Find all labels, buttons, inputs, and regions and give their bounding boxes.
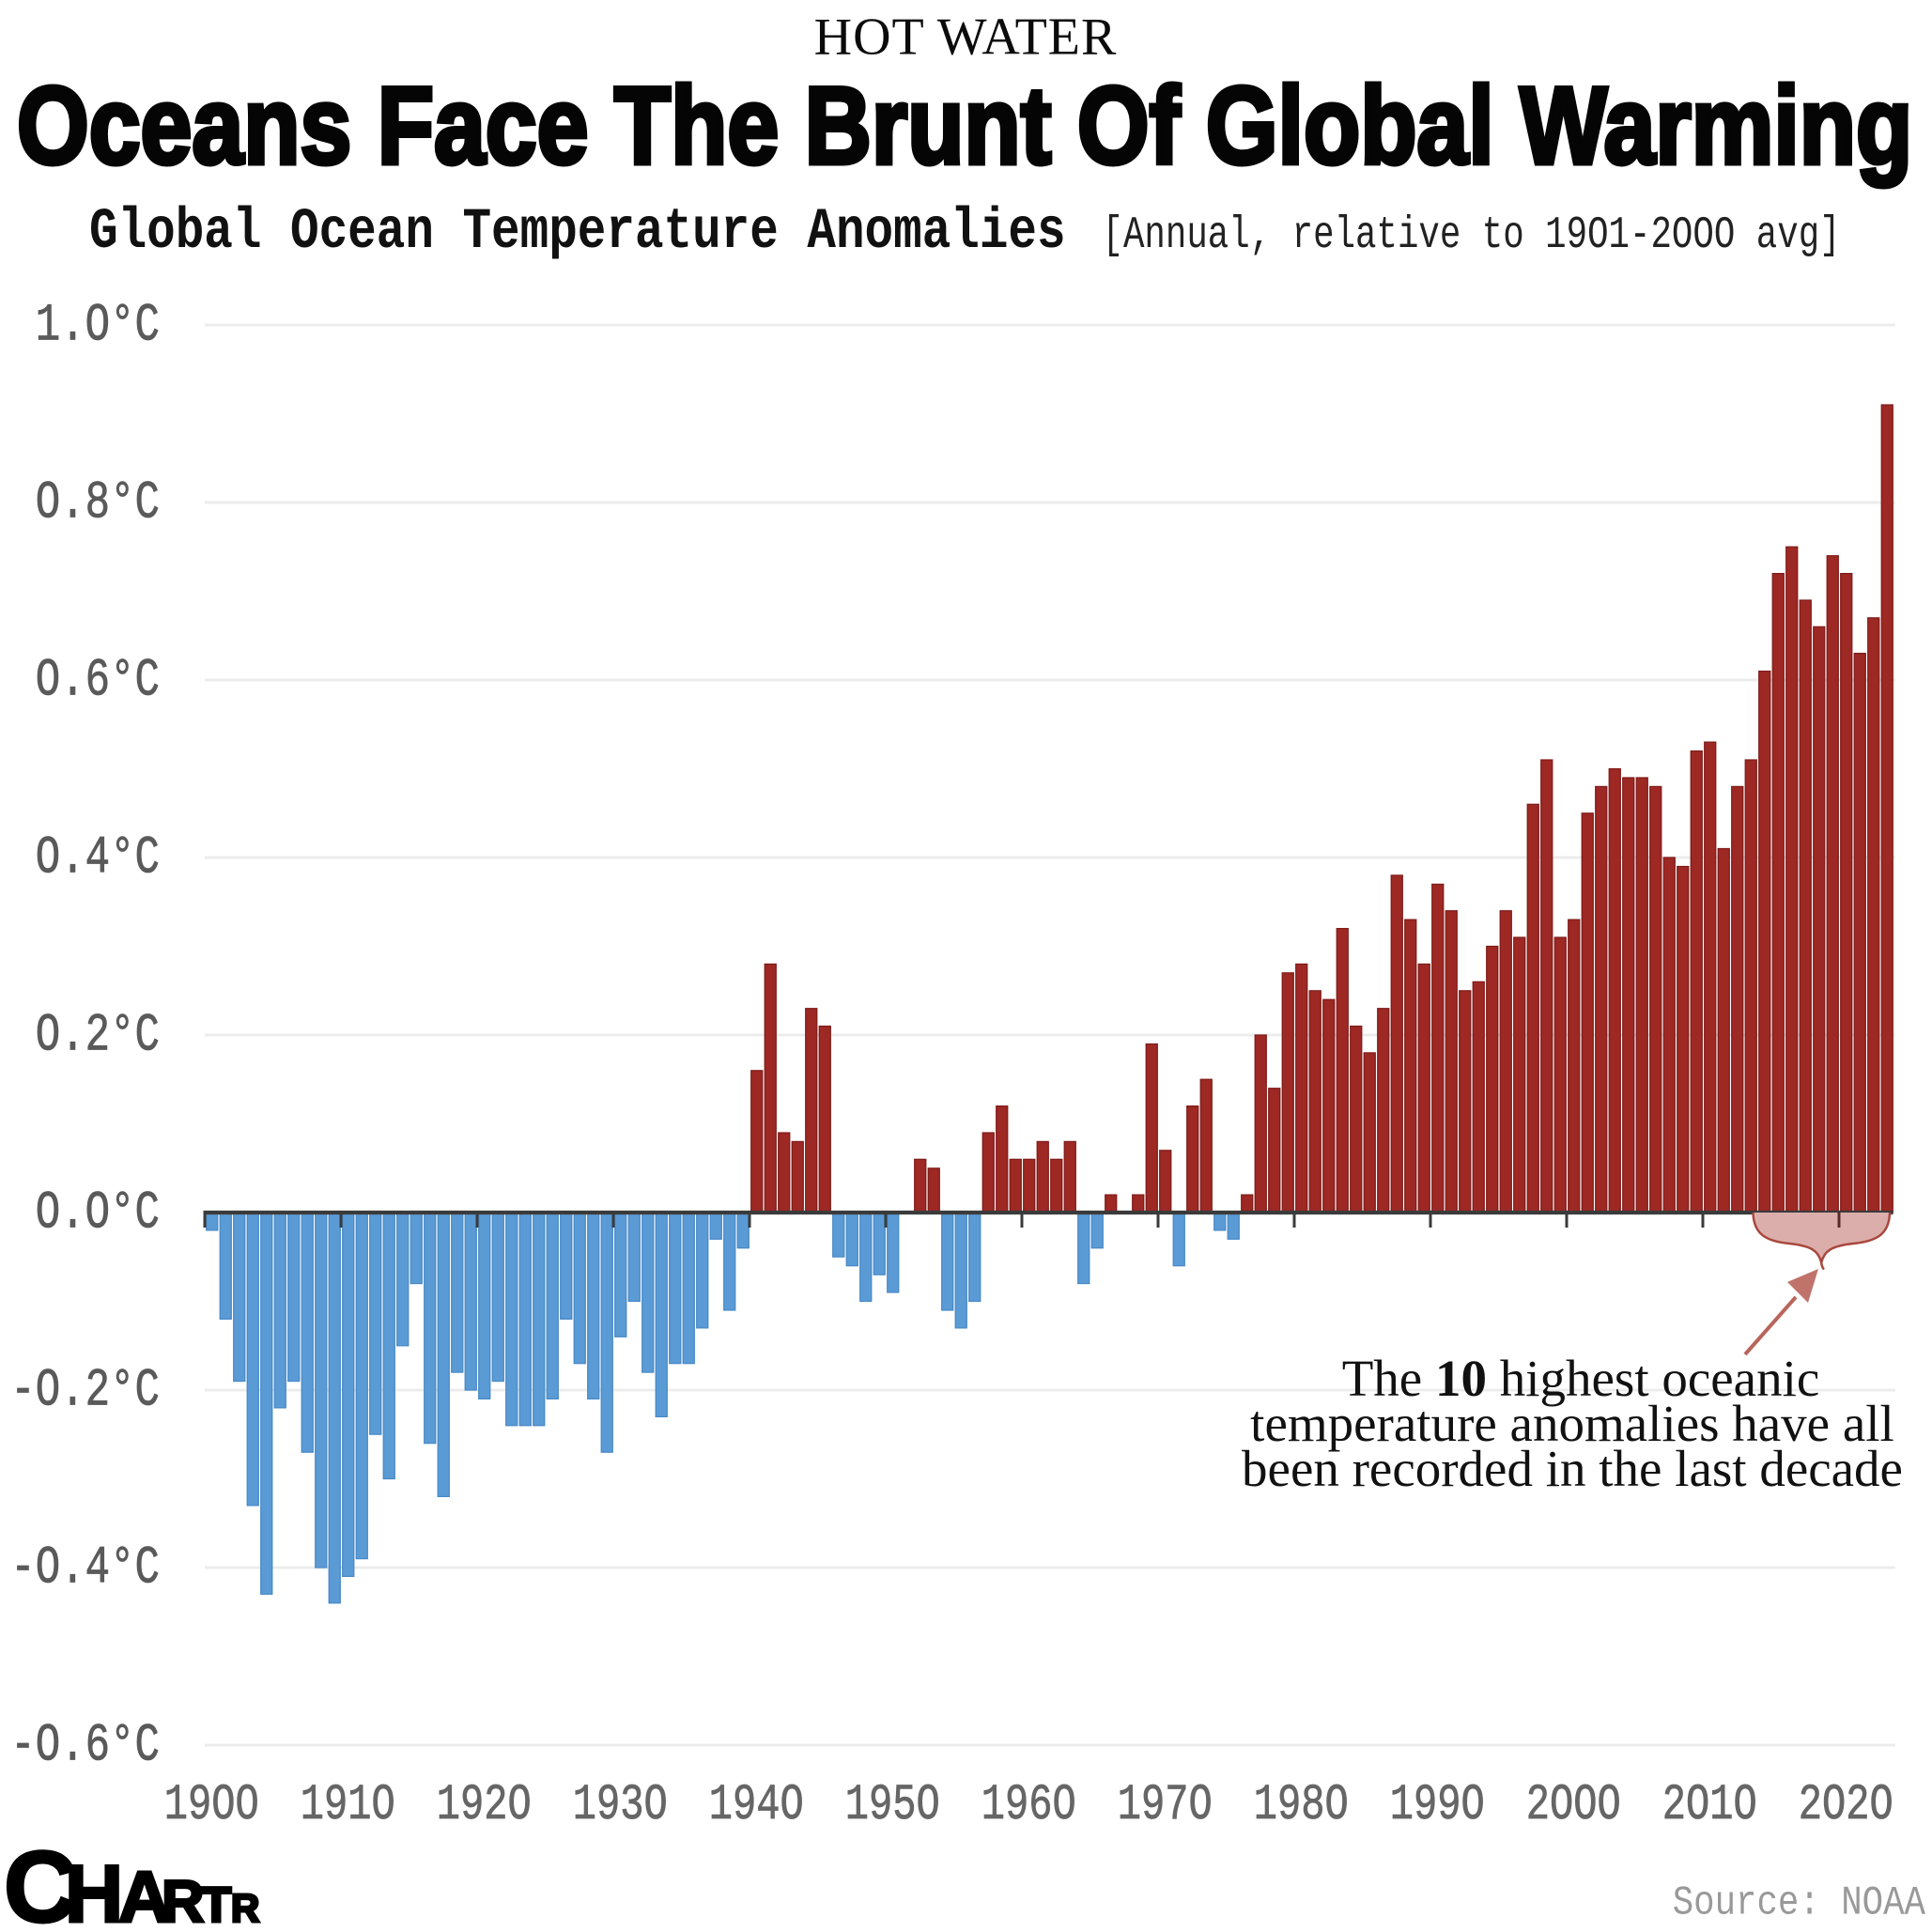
svg-text:-O.4°C: -O.4°C bbox=[10, 1539, 160, 1600]
svg-text:O.2°C: O.2°C bbox=[36, 1007, 160, 1067]
svg-text:191O: 191O bbox=[301, 1776, 395, 1833]
svg-text:-O.6°C: -O.6°C bbox=[10, 1717, 160, 1777]
svg-text:-O.2°C: -O.2°C bbox=[10, 1362, 160, 1422]
svg-text:temperature anomalies have all: temperature anomalies have all bbox=[1250, 1395, 1894, 1452]
svg-text:R: R bbox=[231, 1886, 259, 1930]
svg-text:[Annual, relative to 19O1-2OOO: [Annual, relative to 19O1-2OOO avg] bbox=[1103, 209, 1841, 261]
svg-text:been recorded in the last deca: been recorded in the last decade bbox=[1242, 1440, 1903, 1497]
svg-text:O.4°C: O.4°C bbox=[36, 829, 160, 889]
svg-text:195O: 195O bbox=[845, 1776, 940, 1833]
svg-text:HOT WATER: HOT WATER bbox=[814, 8, 1118, 67]
svg-text:2O2O: 2O2O bbox=[1799, 1776, 1893, 1833]
svg-text:197O: 197O bbox=[1118, 1776, 1213, 1833]
svg-text:2OOO: 2OOO bbox=[1526, 1776, 1621, 1833]
svg-text:Source: NOAA: Source: NOAA bbox=[1673, 1880, 1926, 1927]
svg-text:O.8°C: O.8°C bbox=[36, 474, 160, 534]
svg-text:192O: 192O bbox=[437, 1776, 532, 1833]
svg-text:T: T bbox=[201, 1878, 231, 1932]
svg-text:198O: 198O bbox=[1254, 1776, 1349, 1833]
svg-text:O.6°C: O.6°C bbox=[36, 652, 160, 712]
svg-text:A: A bbox=[118, 1857, 171, 1932]
svg-text:The 10 highest oceanic: The 10 highest oceanic bbox=[1342, 1350, 1820, 1407]
svg-text:O.O°C: O.O°C bbox=[36, 1184, 160, 1244]
svg-text:R: R bbox=[162, 1869, 205, 1932]
svg-text:19OO: 19OO bbox=[164, 1776, 259, 1833]
svg-text:199O: 199O bbox=[1390, 1776, 1485, 1833]
svg-text:1.O°C: 1.O°C bbox=[36, 297, 160, 357]
svg-text:196O: 196O bbox=[981, 1776, 1076, 1833]
svg-text:Global Ocean Temperature Anoma: Global Ocean Temperature Anomalies bbox=[89, 199, 1066, 264]
svg-text:193O: 193O bbox=[573, 1776, 668, 1833]
svg-text:194O: 194O bbox=[709, 1776, 804, 1833]
svg-text:Oceans Face The Brunt Of Globa: Oceans Face The Brunt Of Global Warming bbox=[17, 64, 1912, 187]
svg-text:H: H bbox=[65, 1849, 123, 1932]
svg-text:2O1O: 2O1O bbox=[1662, 1776, 1757, 1833]
svg-text:C: C bbox=[4, 1830, 77, 1932]
